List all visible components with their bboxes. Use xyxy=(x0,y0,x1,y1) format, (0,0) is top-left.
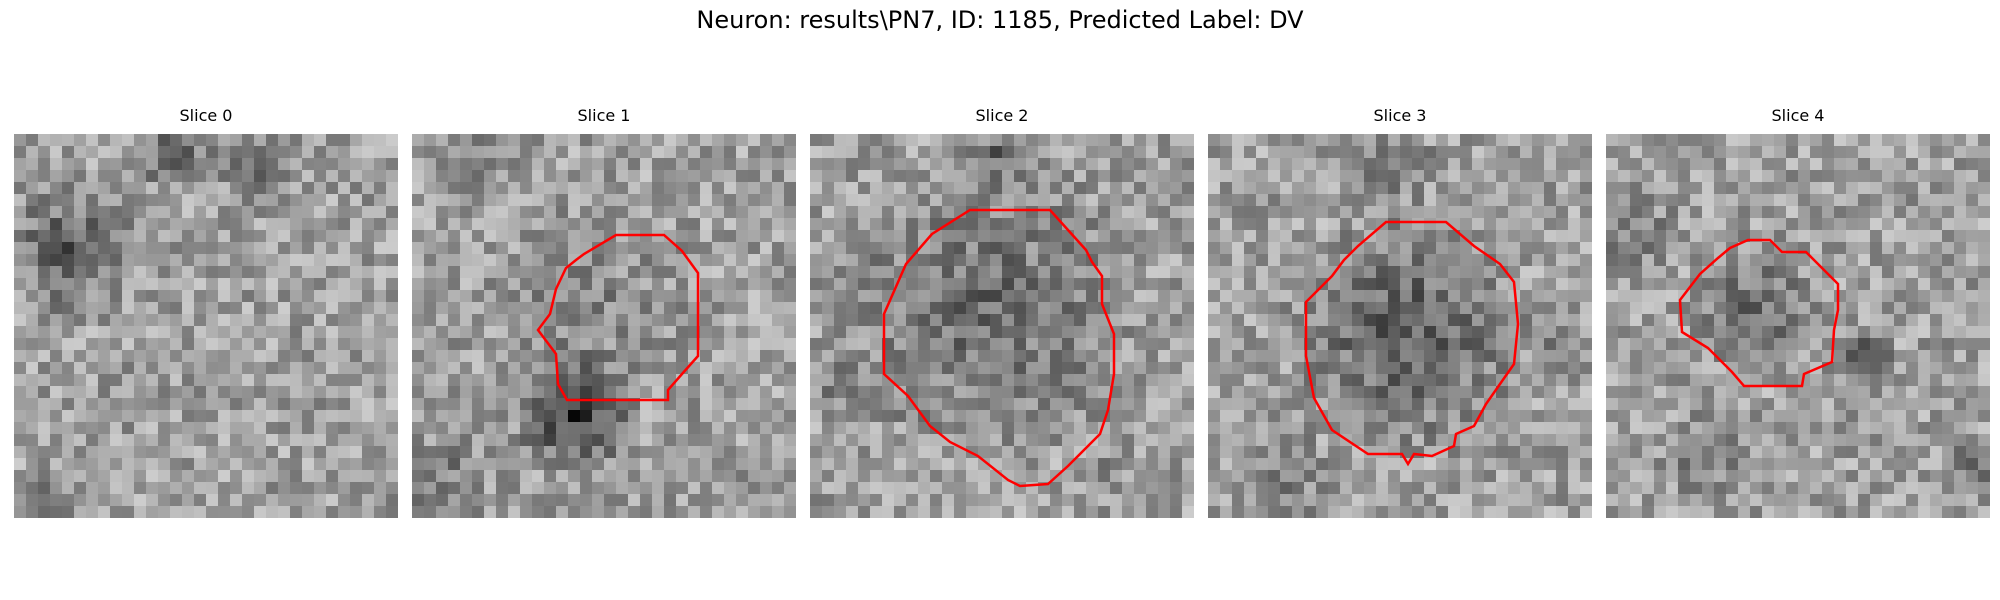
roi-contour xyxy=(1678,238,1840,388)
slice-title: Slice 0 xyxy=(179,106,233,125)
slice-image xyxy=(412,134,796,518)
slice-image xyxy=(14,134,398,518)
slice-title: Slice 1 xyxy=(577,106,631,125)
roi-contour xyxy=(1304,220,1520,467)
roi-contour xyxy=(882,208,1116,488)
slice-title: Slice 4 xyxy=(1771,106,1825,125)
slice-image xyxy=(1208,134,1592,518)
slice-title: Slice 2 xyxy=(975,106,1029,125)
slice-title: Slice 3 xyxy=(1373,106,1427,125)
slice-image xyxy=(1606,134,1990,518)
figure-title: Neuron: results\PN7, ID: 1185, Predicted… xyxy=(696,6,1304,34)
roi-contour xyxy=(536,233,700,402)
slice-image xyxy=(810,134,1194,518)
